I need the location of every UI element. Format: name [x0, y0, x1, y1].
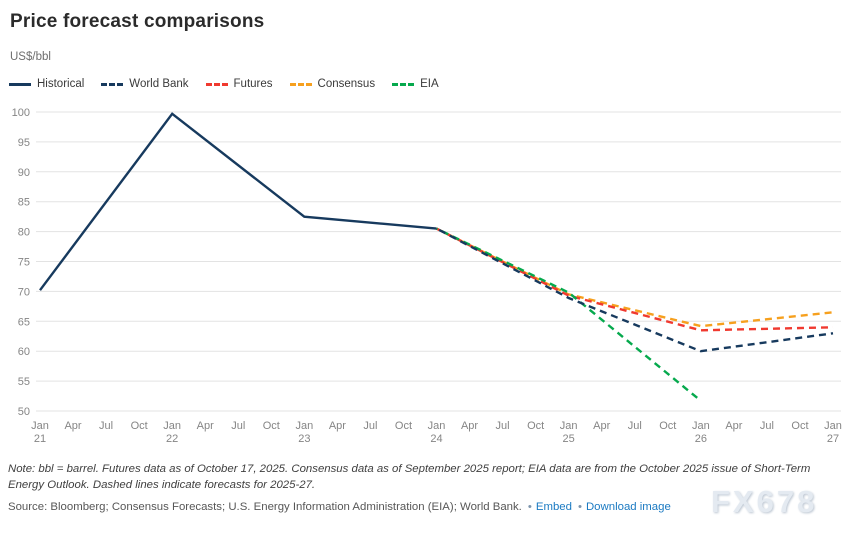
series-line-eia: [435, 227, 702, 402]
legend-label: Consensus: [317, 78, 376, 90]
y-tick-label: 65: [18, 316, 30, 328]
solid-line-swatch-icon: [9, 82, 31, 86]
x-tick-year: 23: [298, 433, 310, 445]
x-tick-month: Apr: [197, 420, 214, 432]
legend-item-historical: Historical: [9, 78, 84, 90]
y-tick-label: 80: [18, 227, 30, 239]
legend-label: Historical: [37, 78, 85, 90]
legend-item-futures: Futures: [205, 78, 273, 90]
y-tick-label: 60: [18, 346, 30, 358]
x-tick-month: Apr: [461, 420, 478, 432]
series-lines: [39, 112, 834, 402]
series-line-world-bank: [435, 227, 834, 353]
y-tick-label: 95: [18, 137, 30, 149]
x-tick-month: Jan: [31, 420, 49, 432]
y-tick-label: 90: [18, 167, 30, 179]
series-line-historical: [39, 112, 437, 291]
x-tick-month: Jan: [163, 420, 181, 432]
watermark-logo: FX678: [711, 484, 818, 519]
x-tick-year: 21: [34, 433, 46, 445]
page-title: Price forecast comparisons: [10, 11, 265, 32]
x-tick-month: Jul: [99, 420, 113, 432]
x-tick-year: 27: [827, 433, 839, 445]
x-tick-year: 22: [166, 433, 178, 445]
y-axis-labels: 50 55 60 65 70 75 80 85 90 95 100: [12, 107, 30, 418]
y-tick-label: 75: [18, 257, 30, 269]
x-tick-month: Jan: [824, 420, 842, 432]
x-tick-month: Oct: [263, 420, 280, 432]
x-tick-year: 24: [430, 433, 442, 445]
dashed-line-swatch-icon: [101, 82, 124, 86]
y-tick-label: 50: [18, 406, 30, 418]
x-tick-year: 25: [563, 433, 575, 445]
x-tick-month: Apr: [64, 420, 81, 432]
x-tick-month: Jul: [496, 420, 510, 432]
dashed-line-swatch-icon: [392, 82, 415, 86]
source-line: Source: Bloomberg; Consensus Forecasts; …: [8, 501, 728, 513]
x-tick-month: Oct: [527, 420, 544, 432]
x-tick-month: Oct: [131, 420, 148, 432]
x-tick-month: Jul: [363, 420, 377, 432]
x-tick-year: 26: [695, 433, 707, 445]
download-image-link[interactable]: Download image: [585, 501, 671, 513]
x-tick-month: Jan: [560, 420, 578, 432]
x-tick-month: Apr: [329, 420, 346, 432]
x-tick-month: Oct: [395, 420, 412, 432]
x-tick-month: Jul: [628, 420, 642, 432]
legend-label: EIA: [420, 78, 439, 90]
embed-link[interactable]: Embed: [535, 501, 572, 513]
unit-label: US$/bbl: [10, 51, 51, 63]
x-tick-month: Jul: [760, 420, 774, 432]
chart-legend: Historical World Bank Futures Consensus EIA: [9, 78, 439, 90]
x-tick-month: Oct: [659, 420, 676, 432]
series-line-consensus: [435, 227, 834, 328]
source-text: Source: Bloomberg; Consensus Forecasts; …: [8, 501, 522, 513]
x-tick-month: Oct: [791, 420, 808, 432]
legend-item-consensus: Consensus: [289, 78, 376, 90]
y-tick-label: 70: [18, 286, 30, 298]
series-line-futures: [435, 227, 834, 332]
chart-note: Note: bbl = barrel. Futures data as of O…: [8, 463, 811, 491]
x-tick-month: Jul: [231, 420, 245, 432]
bullet-separator: •: [577, 501, 582, 513]
bullet-separator: •: [527, 501, 532, 513]
y-tick-label: 85: [18, 197, 30, 209]
x-tick-month: Apr: [725, 420, 742, 432]
x-tick-month: Jan: [692, 420, 710, 432]
y-tick-label: 55: [18, 376, 30, 388]
dashed-line-swatch-icon: [289, 82, 312, 86]
y-tick-label: 100: [12, 107, 30, 119]
x-tick-month: Jan: [295, 420, 313, 432]
legend-item-eia: EIA: [392, 78, 439, 90]
dashed-line-swatch-icon: [205, 82, 228, 86]
legend-label: Futures: [233, 78, 273, 90]
chart: 50 55 60 65 70 75 80 85 90 95 100 Jan 21 Apr Jul Oct Jan…: [12, 107, 842, 445]
legend-label: World Bank: [129, 78, 189, 90]
gridlines: [36, 111, 841, 412]
x-tick-month: Apr: [593, 420, 610, 432]
x-tick-month: Jan: [428, 420, 446, 432]
legend-item-world-bank: World Bank: [101, 78, 189, 90]
